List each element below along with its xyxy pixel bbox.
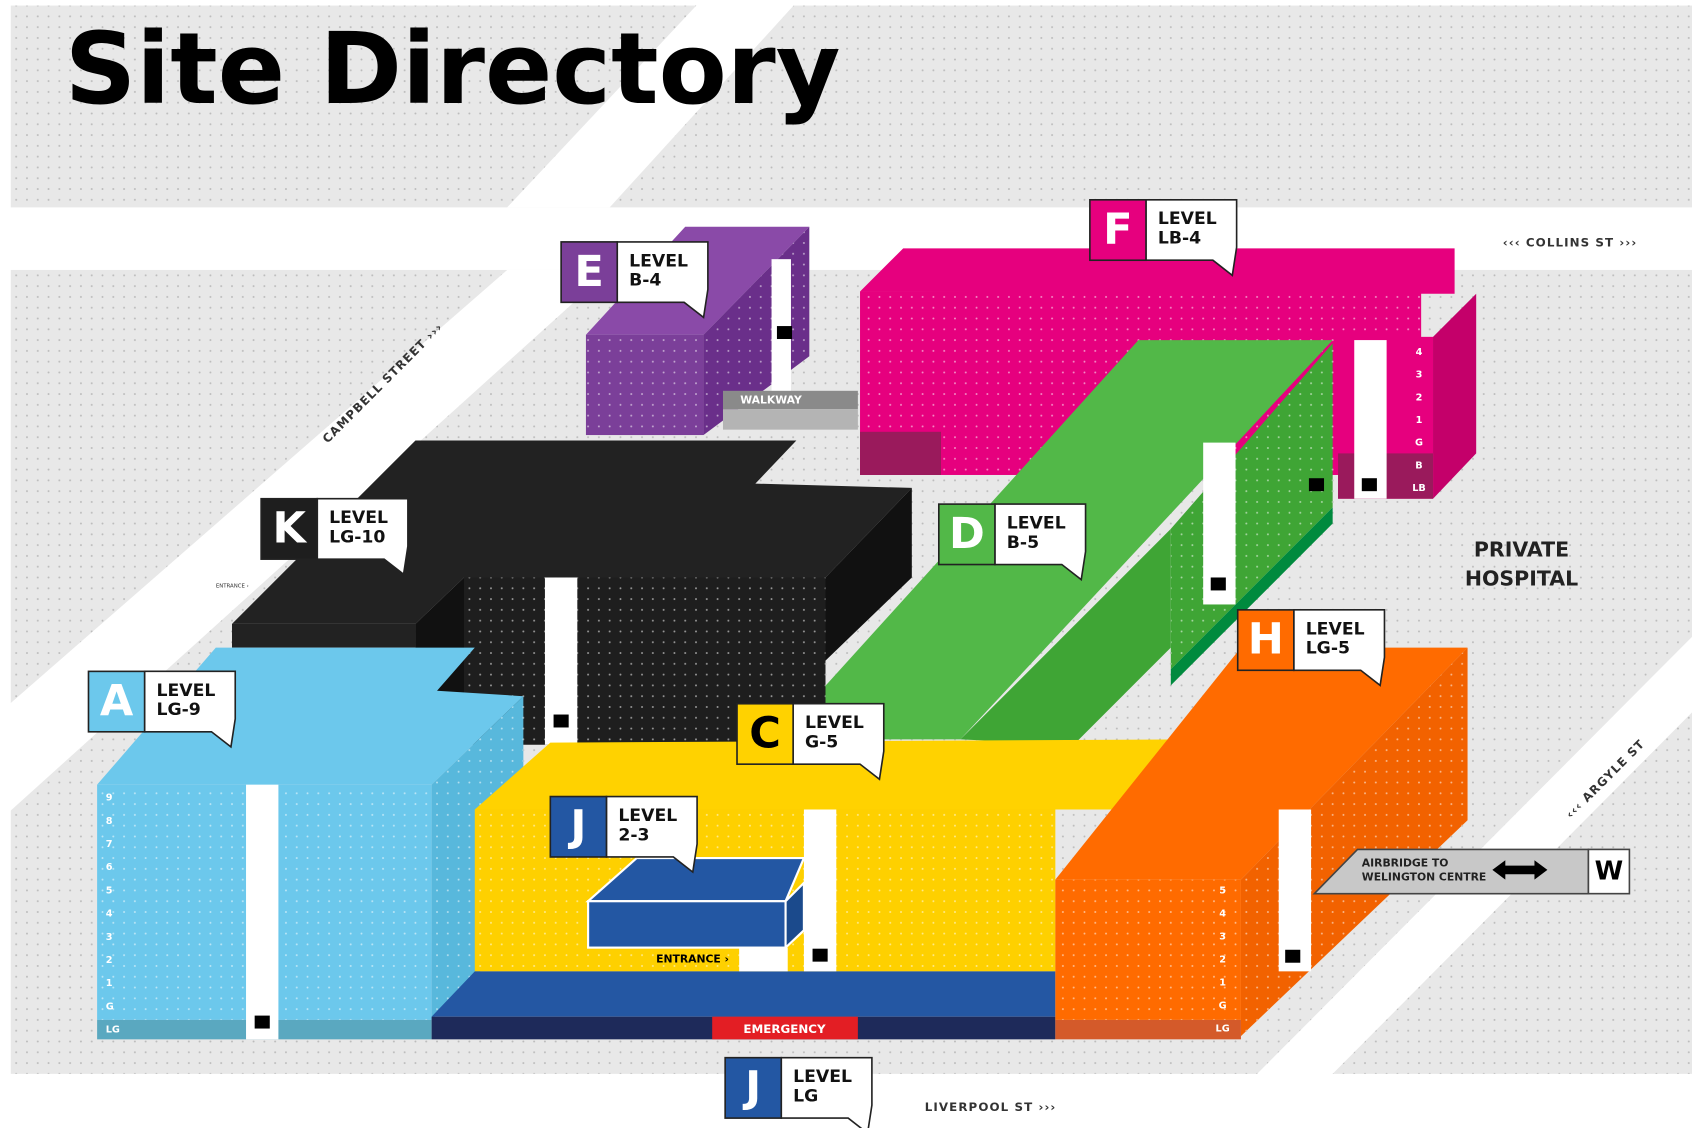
floor-label: 3	[1416, 370, 1423, 381]
callout-letter: E	[574, 247, 603, 297]
callout-letter-box	[937, 503, 996, 566]
callout-level: LG-10	[329, 528, 385, 548]
callout-letter-box	[549, 795, 608, 858]
callout-letter: C	[749, 709, 781, 759]
entrance-label: ENTRANCE ›	[216, 584, 249, 590]
callout-level-title: LEVEL	[793, 1067, 852, 1087]
airbridge-label: WELINGTON CENTRE	[1362, 870, 1486, 883]
callout-level-title: LEVEL	[805, 713, 864, 733]
floor-label: 5	[106, 885, 113, 896]
callout-level-title: LEVEL	[618, 806, 677, 826]
floor-label: G	[1415, 438, 1423, 449]
walkway	[722, 390, 858, 430]
callout-level: B-5	[1007, 533, 1039, 553]
callout-letter-box	[736, 702, 794, 765]
floor-label: 7	[106, 839, 113, 850]
floor-label: 6	[106, 862, 113, 873]
callout-letter-box	[1089, 199, 1147, 262]
building-j	[585, 856, 806, 951]
callout-letter: F	[1103, 205, 1132, 255]
airbridge-letter: W	[1595, 857, 1624, 887]
callout-letter: K	[272, 504, 307, 554]
building-h	[1055, 647, 1468, 1040]
toilet-icons	[254, 326, 1377, 1029]
street-label: LIVERPOOL ST ›››	[925, 1100, 1057, 1114]
floor-label: 8	[106, 816, 113, 827]
floor-label: B	[1415, 460, 1422, 471]
floor-label: G	[1219, 1000, 1227, 1011]
entrance-label: ENTRANCE ›	[656, 952, 729, 965]
floor-label: G	[106, 1001, 114, 1012]
floor-label: 3	[106, 932, 113, 943]
callout-letter: D	[949, 509, 985, 559]
floor-label: 3	[1219, 931, 1226, 942]
walkway-label: WALKWAY	[740, 394, 802, 407]
street-label: ‹‹‹ COLLINS ST ›››	[1503, 235, 1638, 249]
floor-label: 1	[1219, 977, 1226, 988]
floor-label: LG	[106, 1025, 120, 1036]
callout-level: LB-4	[1158, 229, 1201, 249]
callout-letter: A	[100, 676, 134, 726]
page-title: Site Directory	[65, 12, 841, 127]
emergency-label: EMERGENCY	[743, 1022, 826, 1036]
callout-level-title: LEVEL	[156, 681, 215, 701]
floor-label: 2	[106, 955, 113, 966]
callout-level: LG-5	[1306, 639, 1350, 659]
callout-level: 2-3	[618, 825, 649, 845]
hospital-label: PRIVATE	[1474, 538, 1569, 562]
callout-level: G-5	[805, 733, 838, 753]
floor-label: 4	[1416, 347, 1423, 358]
callout-level-title: LEVEL	[1158, 209, 1217, 229]
floor-label: 1	[106, 978, 113, 989]
floor-label: 4	[106, 909, 113, 920]
building-a	[97, 647, 524, 1040]
callout-letter-box	[1236, 609, 1295, 672]
callout-level: LG-9	[156, 700, 200, 720]
callout-level-title: LEVEL	[1306, 619, 1365, 639]
airbridge-label: AIRBRIDGE TO	[1362, 856, 1449, 869]
floor-label: 2	[1219, 954, 1226, 965]
callout-level-title: LEVEL	[629, 251, 688, 271]
hospital-label: HOSPITAL	[1465, 567, 1578, 591]
floor-label: 9	[106, 793, 113, 804]
floor-label: 2	[1416, 392, 1423, 403]
floor-label: 4	[1219, 908, 1226, 919]
callout-letter-box	[260, 497, 319, 560]
floor-label: 1	[1416, 415, 1423, 426]
callout-letter: J	[567, 801, 586, 851]
callout-letter: J	[742, 1063, 761, 1113]
callout-letter-box	[87, 670, 146, 733]
floor-label: LB	[1412, 483, 1426, 494]
callout-letter: H	[1248, 615, 1284, 665]
callout-level-title: LEVEL	[329, 508, 388, 528]
callout-level: B-4	[629, 271, 661, 291]
callout-level: LG	[793, 1087, 818, 1107]
callout-level-title: LEVEL	[1007, 514, 1066, 534]
callout-letter-box	[724, 1056, 783, 1119]
callout-letter-box	[560, 241, 619, 304]
airbridge	[1312, 848, 1631, 895]
floor-label: 5	[1219, 885, 1226, 896]
floor-label: LG	[1216, 1023, 1230, 1034]
